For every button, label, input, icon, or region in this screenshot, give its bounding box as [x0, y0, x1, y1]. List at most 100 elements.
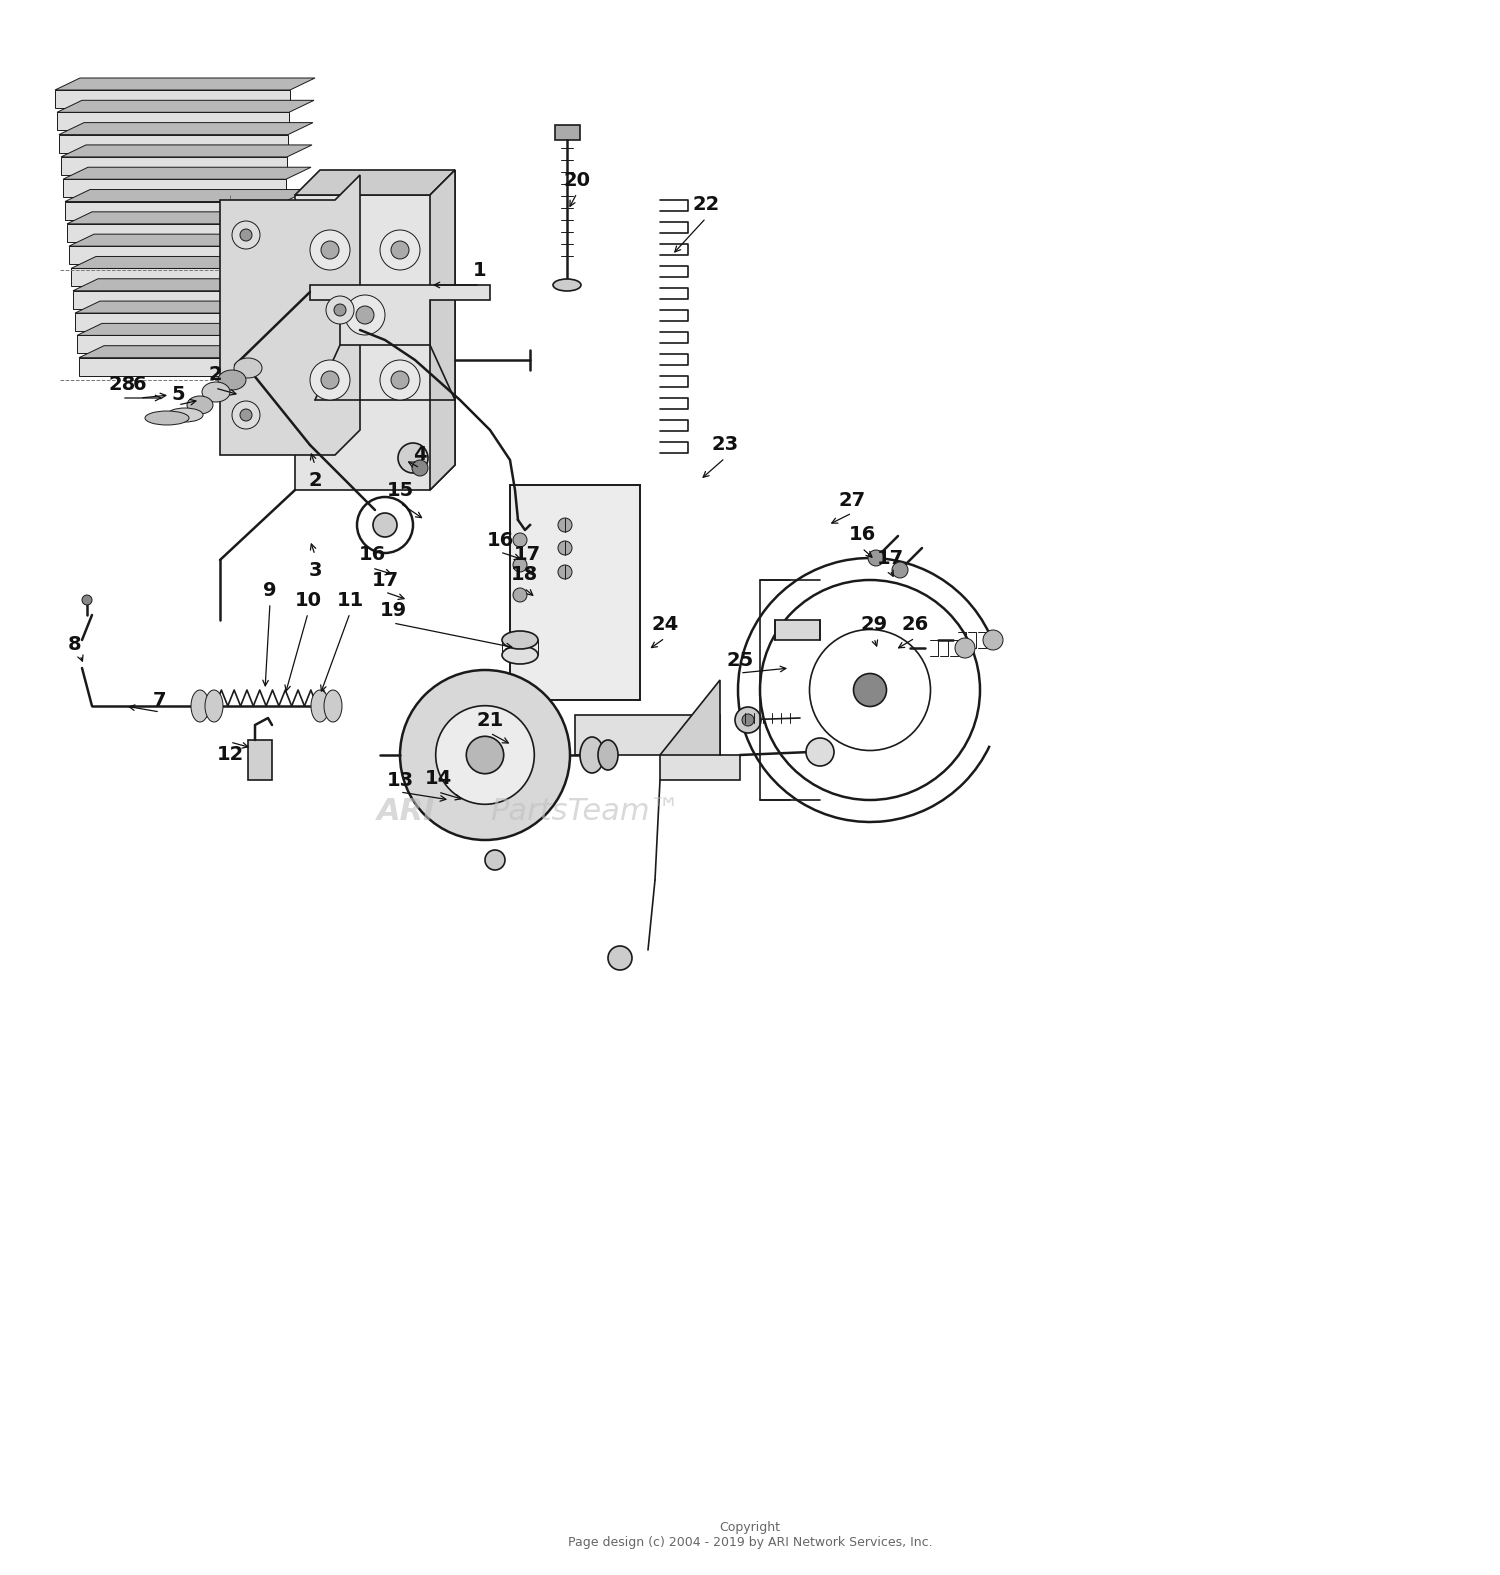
Ellipse shape	[188, 395, 213, 414]
Text: 16: 16	[486, 531, 513, 550]
Circle shape	[435, 706, 534, 805]
Polygon shape	[74, 291, 280, 309]
Text: 24: 24	[651, 616, 678, 635]
Polygon shape	[555, 124, 580, 140]
Circle shape	[956, 638, 975, 658]
Polygon shape	[64, 202, 285, 219]
Text: 21: 21	[477, 710, 504, 729]
Ellipse shape	[166, 408, 202, 422]
Text: 1: 1	[472, 260, 488, 279]
Polygon shape	[69, 235, 308, 246]
Text: 12: 12	[216, 745, 243, 764]
Polygon shape	[574, 715, 740, 780]
Circle shape	[374, 513, 398, 537]
Ellipse shape	[146, 411, 189, 425]
Circle shape	[232, 402, 260, 428]
Polygon shape	[776, 621, 820, 639]
Polygon shape	[76, 323, 304, 335]
Text: 2: 2	[209, 365, 222, 384]
Text: 27: 27	[839, 490, 866, 509]
Text: 17: 17	[372, 570, 399, 589]
Circle shape	[982, 630, 1004, 650]
Polygon shape	[80, 345, 303, 358]
Ellipse shape	[503, 632, 538, 649]
Text: 4: 4	[413, 446, 428, 465]
Text: 9: 9	[264, 581, 276, 600]
Circle shape	[413, 460, 428, 476]
Polygon shape	[248, 740, 272, 780]
Circle shape	[310, 361, 350, 400]
Text: 5: 5	[171, 386, 184, 405]
Ellipse shape	[554, 279, 580, 291]
Circle shape	[321, 372, 339, 389]
Ellipse shape	[503, 646, 538, 665]
Polygon shape	[68, 213, 309, 224]
Text: 6: 6	[134, 375, 147, 394]
Text: 16: 16	[849, 526, 876, 545]
Circle shape	[466, 736, 504, 773]
Polygon shape	[68, 224, 284, 243]
Polygon shape	[296, 170, 454, 195]
Circle shape	[82, 595, 92, 605]
Circle shape	[240, 410, 252, 421]
Text: 10: 10	[294, 591, 321, 610]
Ellipse shape	[190, 690, 208, 721]
Text: 16: 16	[358, 545, 386, 564]
Text: 20: 20	[564, 170, 591, 189]
Polygon shape	[58, 123, 314, 134]
Circle shape	[735, 707, 760, 732]
Polygon shape	[510, 485, 640, 699]
Polygon shape	[70, 268, 282, 287]
Polygon shape	[296, 170, 454, 490]
Circle shape	[558, 540, 572, 554]
Circle shape	[240, 228, 252, 241]
Circle shape	[558, 565, 572, 580]
Text: Copyright
Page design (c) 2004 - 2019 by ARI Network Services, Inc.: Copyright Page design (c) 2004 - 2019 by…	[567, 1521, 933, 1548]
Polygon shape	[63, 167, 310, 180]
Polygon shape	[220, 175, 360, 455]
Circle shape	[513, 558, 526, 572]
Circle shape	[484, 850, 506, 869]
Polygon shape	[76, 335, 279, 353]
Circle shape	[608, 947, 631, 970]
Circle shape	[334, 304, 346, 317]
Polygon shape	[62, 158, 286, 175]
Circle shape	[868, 550, 883, 565]
Ellipse shape	[206, 690, 224, 721]
Text: 2: 2	[308, 471, 322, 490]
Text: 28: 28	[108, 375, 135, 394]
Text: 3: 3	[309, 561, 321, 580]
Circle shape	[806, 739, 834, 765]
Circle shape	[321, 241, 339, 258]
Text: 17: 17	[513, 545, 540, 564]
Circle shape	[853, 674, 886, 707]
Text: 13: 13	[387, 770, 414, 789]
Circle shape	[742, 713, 754, 726]
Circle shape	[398, 443, 427, 472]
Circle shape	[892, 562, 908, 578]
Circle shape	[380, 361, 420, 400]
Polygon shape	[58, 134, 288, 153]
Circle shape	[310, 230, 350, 269]
Text: 18: 18	[510, 565, 537, 584]
Text: 22: 22	[693, 195, 720, 214]
Polygon shape	[63, 180, 286, 197]
Polygon shape	[64, 189, 310, 202]
Ellipse shape	[598, 740, 618, 770]
Circle shape	[380, 230, 420, 269]
Ellipse shape	[324, 690, 342, 721]
Text: 26: 26	[902, 616, 928, 635]
Text: 11: 11	[336, 591, 363, 610]
Circle shape	[356, 306, 374, 324]
Polygon shape	[56, 79, 315, 90]
Ellipse shape	[310, 690, 328, 721]
Polygon shape	[57, 101, 314, 112]
Polygon shape	[56, 90, 290, 109]
Polygon shape	[80, 358, 278, 376]
Circle shape	[345, 295, 386, 335]
Ellipse shape	[217, 370, 246, 391]
Polygon shape	[70, 257, 308, 268]
Text: 8: 8	[68, 635, 82, 655]
Circle shape	[392, 372, 410, 389]
Text: 15: 15	[387, 480, 414, 499]
